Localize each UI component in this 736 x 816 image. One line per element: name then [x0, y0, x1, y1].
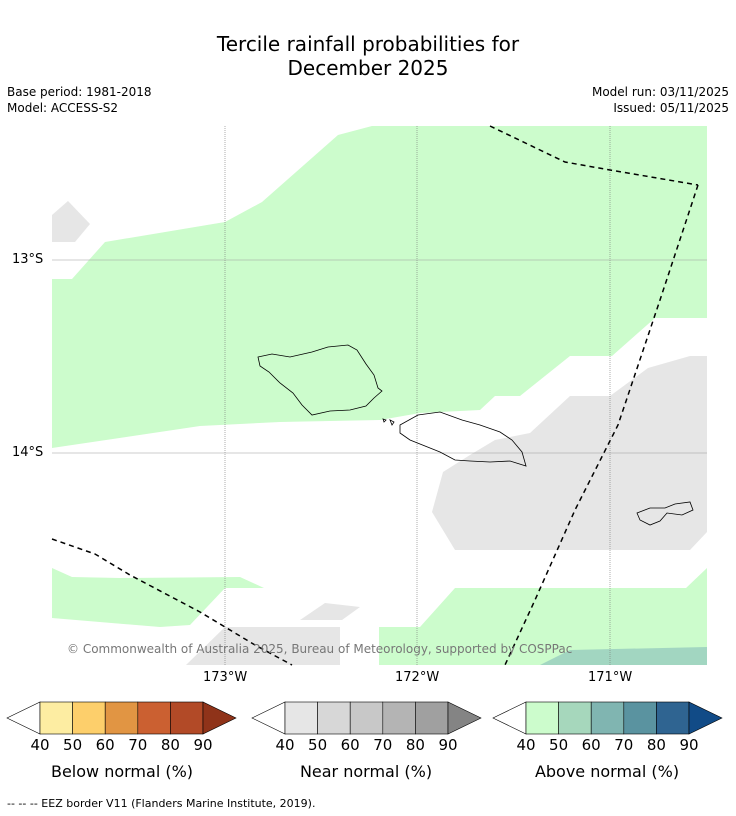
colorbar-below-normal: [6, 701, 237, 735]
apolima-islet: [382, 418, 387, 423]
colorbar-above-label: Above normal (%): [534, 762, 680, 781]
colorbar-below-tick: 60: [95, 736, 115, 754]
colorbar-above-tick: 60: [581, 736, 601, 754]
colorbar-above-tick: 70: [614, 736, 634, 754]
upolu-island: [399, 411, 527, 467]
model-run-date: Model run: 03/11/2025: [591, 85, 729, 99]
colorbars: [6, 701, 723, 735]
above-normal-region-sw: [52, 568, 264, 627]
colorbar-below-swatch-4: [137, 701, 171, 735]
base-period: Base period: 1981-2018: [7, 85, 152, 99]
copyright-notice: © Commonwealth of Australia 2025, Bureau…: [67, 642, 573, 656]
colorbar-near-tick: 60: [340, 736, 360, 754]
eez-border-sw: [51, 538, 293, 666]
map-title-line-2: December 2025: [287, 56, 449, 80]
map-title-line-1: Tercile rainfall probabilities for: [216, 32, 520, 56]
colorbar-below-tick: 70: [128, 736, 148, 754]
colorbar-below-swatch-5: [170, 701, 204, 735]
tutuila-island: [636, 501, 694, 526]
colorbar-near-swatch-1: [284, 701, 318, 735]
issued-date: Issued: 05/11/2025: [613, 101, 729, 115]
rainfall-map: [51, 125, 707, 666]
near-normal-region-nw: [52, 201, 90, 242]
lat-label-14s: 14°S: [12, 445, 44, 460]
lon-label-172w: 172°W: [395, 670, 440, 685]
colorbar-above-tick: 50: [549, 736, 569, 754]
colorbar-above-normal: [492, 701, 723, 735]
near-normal-region-south-2: [300, 603, 360, 620]
colorbar-above-swatch-0: [492, 701, 527, 735]
colorbar-above-swatch-4: [623, 701, 657, 735]
colorbar-near-normal: [251, 701, 482, 735]
colorbar-near-label: Near normal (%): [299, 762, 433, 781]
colorbar-above-tick: 40: [516, 736, 536, 754]
colorbar-above-tick: 80: [646, 736, 666, 754]
colorbar-below-label: Below normal (%): [50, 762, 194, 781]
colorbar-below-swatch-2: [72, 701, 106, 735]
colorbar-above-swatch-6: [688, 701, 723, 735]
colorbar-near-swatch-6: [447, 701, 482, 735]
above-normal-region-se: [379, 568, 707, 665]
colorbar-near-tick: 50: [308, 736, 328, 754]
colorbar-below-swatch-6: [202, 701, 237, 735]
eez-footnote: -- -- -- EEZ border V11 (Flanders Marine…: [7, 797, 316, 810]
colorbar-near-swatch-3: [349, 701, 384, 735]
gridlines: [52, 126, 707, 665]
colorbar-below-tick: 40: [30, 736, 50, 754]
lon-label-173w: 173°W: [203, 670, 248, 685]
colorbar-above-tick: 90: [679, 736, 699, 754]
above-normal-region-main: [52, 126, 707, 448]
colorbar-near-tick: 70: [373, 736, 393, 754]
colorbar-near-swatch-4: [382, 701, 416, 735]
model-name: Model: ACCESS-S2: [7, 101, 119, 115]
near-normal-region-south-1: [186, 627, 340, 665]
colorbar-below-swatch-3: [104, 701, 139, 735]
colorbar-below-swatch-1: [39, 701, 73, 735]
colorbar-above-swatch-3: [590, 701, 625, 735]
colorbar-near-swatch-2: [317, 701, 351, 735]
savaii-island: [257, 344, 383, 416]
lon-label-171w: 171°W: [588, 670, 633, 685]
colorbar-below-swatch-0: [6, 701, 41, 735]
colorbar-above-swatch-2: [558, 701, 592, 735]
manono-islet: [389, 419, 395, 426]
above-normal-regions: [52, 126, 707, 665]
colorbar-near-swatch-5: [415, 701, 449, 735]
eez-borders: [51, 125, 699, 666]
colorbar-below-tick: 50: [63, 736, 83, 754]
colorbar-near-tick: 80: [405, 736, 425, 754]
colorbar-above-swatch-5: [656, 701, 690, 735]
colorbar-near-tick: 90: [438, 736, 458, 754]
colorbar-near-swatch-0: [251, 701, 286, 735]
colorbar-below-tick: 80: [160, 736, 180, 754]
colorbar-below-tick: 90: [193, 736, 213, 754]
coastlines: [257, 344, 694, 526]
above-normal-region-se-60: [540, 647, 707, 665]
colorbar-near-tick: 40: [275, 736, 295, 754]
eez-border-north: [489, 125, 699, 186]
colorbar-above-swatch-1: [525, 701, 559, 735]
eez-border-east: [504, 184, 699, 666]
lat-label-13s: 13°S: [12, 252, 44, 267]
